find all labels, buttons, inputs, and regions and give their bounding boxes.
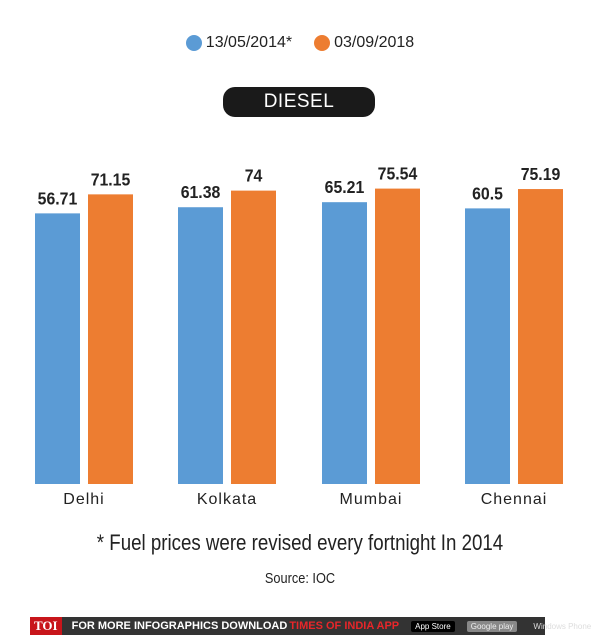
bar-mumbai-2014 bbox=[322, 202, 367, 484]
category-label: Mumbai bbox=[340, 491, 403, 508]
banner-highlight: TIMES OF INDIA APP bbox=[289, 620, 400, 632]
banner-text: FOR MORE INFOGRAPHICS DOWNLOAD bbox=[71, 620, 288, 632]
data-label: 74 bbox=[245, 166, 263, 186]
bar-delhi-2014 bbox=[35, 213, 80, 485]
legend: 13/05/2014* 03/09/2018 bbox=[0, 34, 600, 52]
data-label: 71.15 bbox=[91, 169, 131, 189]
data-label: 75.54 bbox=[378, 164, 418, 184]
category-label: Chennai bbox=[481, 491, 548, 508]
toi-logo: TOI bbox=[30, 617, 62, 635]
data-label: 60.5 bbox=[472, 183, 503, 203]
bar-chennai-2014 bbox=[465, 208, 510, 484]
legend-swatch-blue bbox=[185, 35, 202, 51]
bar-mumbai-2018 bbox=[375, 188, 420, 484]
bar-kolkata-2018 bbox=[231, 190, 276, 484]
legend-label: 03/09/2018 bbox=[334, 34, 415, 51]
google-play-badge[interactable]: Google play bbox=[466, 620, 518, 632]
data-label: 61.38 bbox=[181, 182, 221, 202]
data-label: 65.21 bbox=[325, 177, 365, 197]
data-label: 75.19 bbox=[521, 164, 561, 184]
bar-delhi-2018 bbox=[88, 194, 133, 485]
category-label: Kolkata bbox=[197, 491, 257, 508]
source: Source: IOC bbox=[264, 570, 336, 587]
data-label: 56.71 bbox=[38, 188, 78, 208]
chart-title: DIESEL bbox=[223, 87, 375, 117]
legend-item-2018: 03/09/2018 bbox=[314, 34, 414, 52]
promo-banner[interactable]: TOI FOR MORE INFOGRAPHICS DOWNLOAD TIMES… bbox=[30, 617, 591, 635]
legend-swatch-orange bbox=[314, 35, 331, 51]
windows-phone-badge[interactable]: Windows Phone bbox=[533, 621, 592, 631]
bar-kolkata-2014 bbox=[178, 207, 223, 484]
legend-label: 13/05/2014* bbox=[205, 34, 293, 51]
app-store-badge[interactable]: App Store bbox=[411, 620, 455, 632]
bar-chart: 56.71 71.15 Delhi 61.38 74 Kolkata 65.21 75.54 M… bbox=[35, 164, 563, 508]
legend-item-2014: 13/05/2014* bbox=[185, 34, 293, 52]
category-label: Delhi bbox=[63, 491, 104, 508]
footnote: * Fuel prices were revised every fortnig… bbox=[96, 530, 504, 555]
bar-chennai-2018 bbox=[518, 189, 563, 484]
